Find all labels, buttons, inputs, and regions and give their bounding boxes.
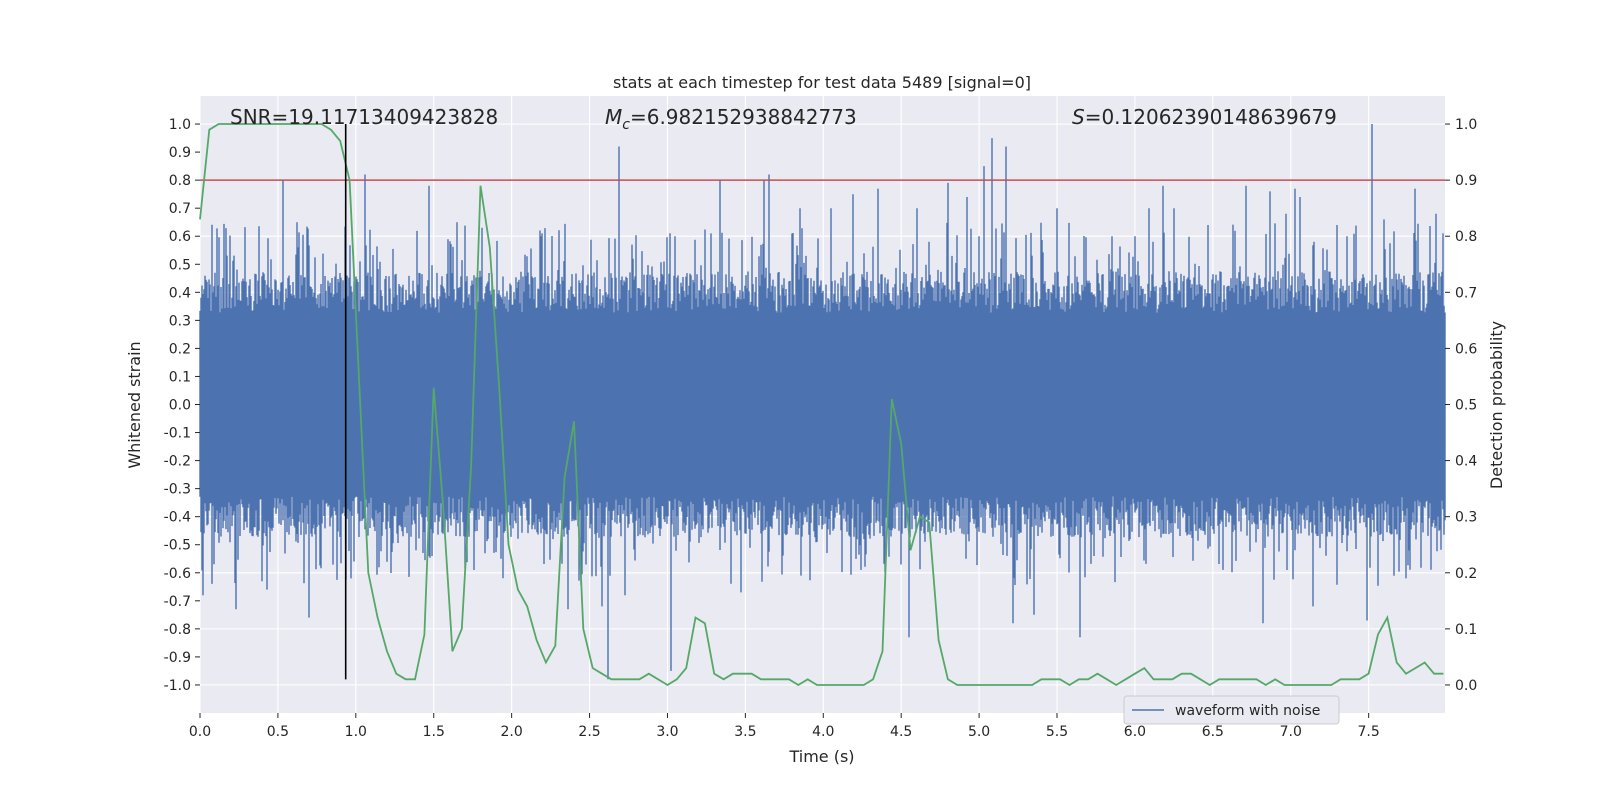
y-left-tick-label: 0.1 [169, 369, 191, 385]
y-left-tick-label: -0.1 [164, 426, 191, 442]
y-right-tick-label: 0.6 [1455, 341, 1477, 357]
x-tick-label: 3.0 [656, 724, 678, 740]
y-right-tick-label: 0.1 [1455, 622, 1477, 638]
mc-value: =6.982152938842773 [630, 105, 857, 129]
snr-annotation: SNR=19.11713409423828 [230, 105, 498, 129]
y-left-tick-label: -1.0 [164, 678, 191, 694]
detection-probability-line [199, 123, 1444, 687]
y-left-tick-label: -0.4 [164, 510, 191, 526]
y-left-tick-label: 0.5 [169, 257, 191, 273]
y-right-axis-label: Detection probability [1487, 321, 1506, 489]
y-right-tick-label: 0.2 [1455, 566, 1477, 582]
y-right-tick-label: 0.9 [1455, 173, 1477, 189]
y-left-tick-label: -0.6 [164, 566, 191, 582]
mc-subscript: c [622, 117, 630, 133]
y-left-tick-label: 0.7 [169, 201, 191, 217]
s-value: =0.12062390148639679 [1085, 105, 1337, 129]
x-tick-label: 7.5 [1358, 724, 1380, 740]
x-tick-label: 0.0 [189, 724, 211, 740]
x-axis-ticks: 0.0 0.5 1.0 1.5 2.0 2.5 3.0 3.5 4.0 4.5 5.0 5.5 6.0 6… [189, 713, 1380, 740]
y-left-tick-label: 0.0 [169, 398, 191, 414]
y-left-axis-ticks: -1.0 -0.9 -0.8 -0.7 -0.6 -0.5 -0.4 -0.3 -0.2 -0.1… [164, 117, 200, 694]
chart-title: stats at each timestep for test data 548… [613, 73, 1031, 92]
x-tick-label: 1.5 [423, 724, 445, 740]
y-left-tick-label: 0.8 [169, 173, 191, 189]
y-left-tick-label: 0.9 [169, 145, 191, 161]
mc-annotation: Mc=6.982152938842773 [605, 105, 857, 133]
s-annotation: S=0.12062390148639679 [1072, 105, 1337, 129]
s-symbol: S [1072, 105, 1085, 129]
x-tick-label: 6.0 [1124, 724, 1146, 740]
x-tick-label: 4.5 [890, 724, 912, 740]
x-tick-label: 5.0 [968, 724, 990, 740]
y-right-tick-label: 1.0 [1455, 117, 1477, 133]
y-right-tick-label: 0.3 [1455, 510, 1477, 526]
legend-box [1123, 695, 1340, 725]
x-tick-label: 3.5 [734, 724, 756, 740]
x-axis-label: Time (s) [788, 747, 854, 766]
y-left-tick-label: 0.6 [169, 229, 191, 245]
y-left-tick-label: -0.3 [164, 482, 191, 498]
x-tick-label: 2.5 [578, 724, 600, 740]
y-left-tick-label: -0.9 [164, 650, 191, 666]
y-left-tick-label: -0.8 [164, 622, 191, 638]
y-left-tick-label: -0.2 [164, 454, 191, 470]
y-right-tick-label: 0.5 [1455, 398, 1477, 414]
x-tick-label: 1.0 [345, 724, 367, 740]
y-left-tick-label: -0.5 [164, 538, 191, 554]
x-tick-label: 6.5 [1202, 724, 1224, 740]
x-tick-label: 4.0 [812, 724, 834, 740]
x-tick-label: 2.0 [501, 724, 523, 740]
y-left-tick-label: -0.7 [164, 594, 191, 610]
y-left-tick-label: 1.0 [169, 117, 191, 133]
y-right-tick-label: 0.8 [1455, 229, 1477, 245]
y-right-tick-label: 0.7 [1455, 285, 1477, 301]
y-right-axis-ticks: 0.0 0.1 0.2 0.3 0.4 0.5 0.6 0.7 0.8 0.9 1.0 [1445, 117, 1477, 694]
x-tick-label: 7.0 [1280, 724, 1302, 740]
probability-series [199, 123, 1444, 687]
legend-label-waveform: waveform with noise [1175, 703, 1320, 719]
legend: waveform with noise [1123, 695, 1340, 725]
y-left-tick-label: 0.2 [169, 341, 191, 357]
y-left-tick-label: 0.4 [169, 285, 191, 301]
y-right-tick-label: 0.0 [1455, 678, 1477, 694]
y-left-tick-label: 0.3 [169, 313, 191, 329]
mc-symbol: M [605, 105, 622, 129]
x-tick-label: 0.5 [267, 724, 289, 740]
y-left-axis-label: Whitened strain [125, 341, 144, 468]
y-right-tick-label: 0.4 [1455, 454, 1477, 470]
x-tick-label: 5.5 [1046, 724, 1068, 740]
